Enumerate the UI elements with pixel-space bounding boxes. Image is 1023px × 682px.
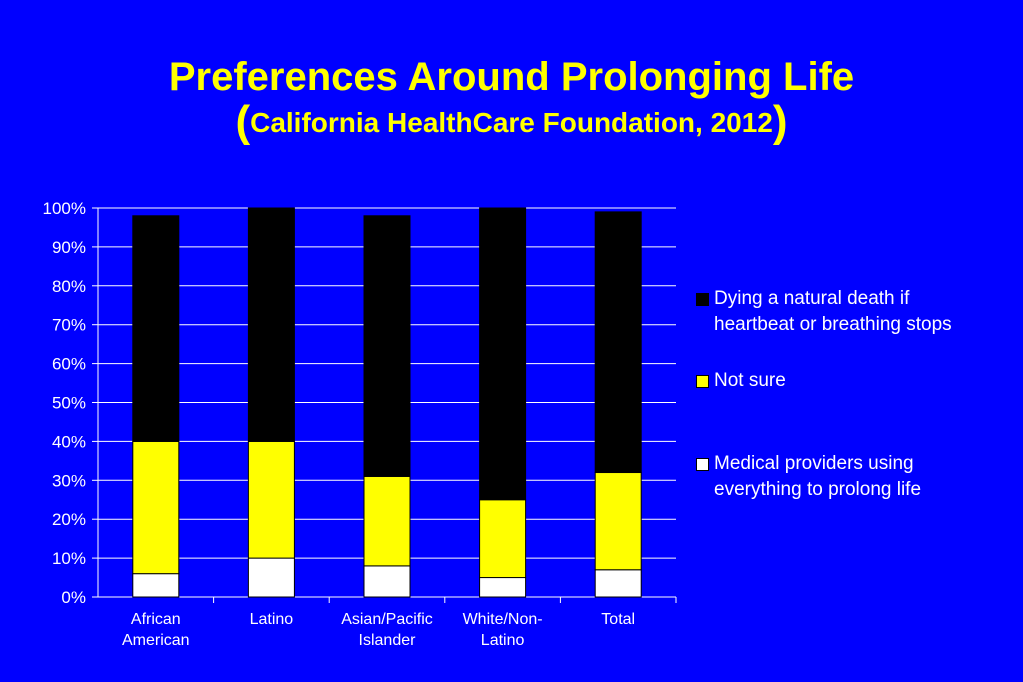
subtitle-close-paren: ) bbox=[772, 97, 788, 146]
bar-segment bbox=[247, 557, 295, 598]
bar-segment bbox=[363, 475, 411, 567]
bar-segment bbox=[247, 440, 295, 559]
x-category-label: Total bbox=[601, 611, 635, 628]
chart-subtitle: (California HealthCare Foundation, 2012) bbox=[0, 100, 1023, 144]
y-tick-label: 30% bbox=[52, 471, 86, 490]
x-category-label: African bbox=[131, 611, 181, 628]
x-category-label: Latino bbox=[481, 632, 525, 649]
x-category-label: White/Non- bbox=[463, 611, 543, 628]
bar-segment bbox=[247, 207, 295, 442]
y-tick-label: 90% bbox=[52, 238, 86, 257]
x-category-label: Islander bbox=[359, 632, 417, 649]
bar-segment bbox=[363, 565, 411, 598]
bar-segment bbox=[479, 499, 527, 579]
x-category-label: Latino bbox=[250, 611, 294, 628]
legend-label-medical-providers: Medical providers using everything to pr… bbox=[714, 451, 1014, 503]
y-tick-label: 40% bbox=[52, 432, 86, 451]
chart-title: Preferences Around Prolonging Life bbox=[168, 55, 855, 99]
bar-segment bbox=[479, 577, 527, 598]
y-tick-label: 20% bbox=[52, 510, 86, 529]
y-tick-label: 50% bbox=[52, 394, 86, 413]
bar-segment bbox=[132, 215, 180, 442]
y-tick-label: 70% bbox=[52, 316, 86, 335]
bar-segment bbox=[363, 215, 411, 477]
subtitle-text: California HealthCare Foundation, 2012 bbox=[250, 107, 773, 138]
subtitle-open-paren: ( bbox=[235, 97, 251, 146]
bar-segment bbox=[594, 569, 642, 598]
legend-label-line: Not sure bbox=[714, 370, 786, 391]
y-tick-label: 0% bbox=[61, 588, 86, 607]
y-tick-label: 80% bbox=[52, 277, 86, 296]
y-tick-label: 60% bbox=[52, 355, 86, 374]
x-category-label: Asian/Pacific bbox=[341, 611, 433, 628]
bar-segment bbox=[479, 207, 527, 501]
legend-label-line: everything to prolong life bbox=[714, 479, 922, 500]
legend-label-line: Dying a natural death if bbox=[714, 288, 910, 309]
y-tick-label: 10% bbox=[52, 549, 86, 568]
legend-label-natural-death: Dying a natural death if heartbeat or br… bbox=[714, 286, 1014, 338]
bar-segment bbox=[594, 472, 642, 571]
y-tick-label: 100% bbox=[43, 199, 86, 218]
bar-segment bbox=[132, 573, 180, 598]
legend-swatch-not-sure bbox=[696, 375, 709, 388]
legend-swatch-natural-death bbox=[696, 293, 709, 306]
legend-label-line: heartbeat or breathing stops bbox=[714, 314, 952, 335]
legend-label-not-sure: Not sure bbox=[714, 368, 1014, 394]
bar-segment bbox=[594, 211, 642, 474]
title-block: Preferences Around Prolonging Life (Cali… bbox=[0, 52, 1023, 144]
legend-swatch-medical-providers bbox=[696, 458, 709, 471]
bar-segment bbox=[132, 440, 180, 575]
x-category-label: American bbox=[122, 632, 190, 649]
legend-label-line: Medical providers using bbox=[714, 453, 914, 474]
